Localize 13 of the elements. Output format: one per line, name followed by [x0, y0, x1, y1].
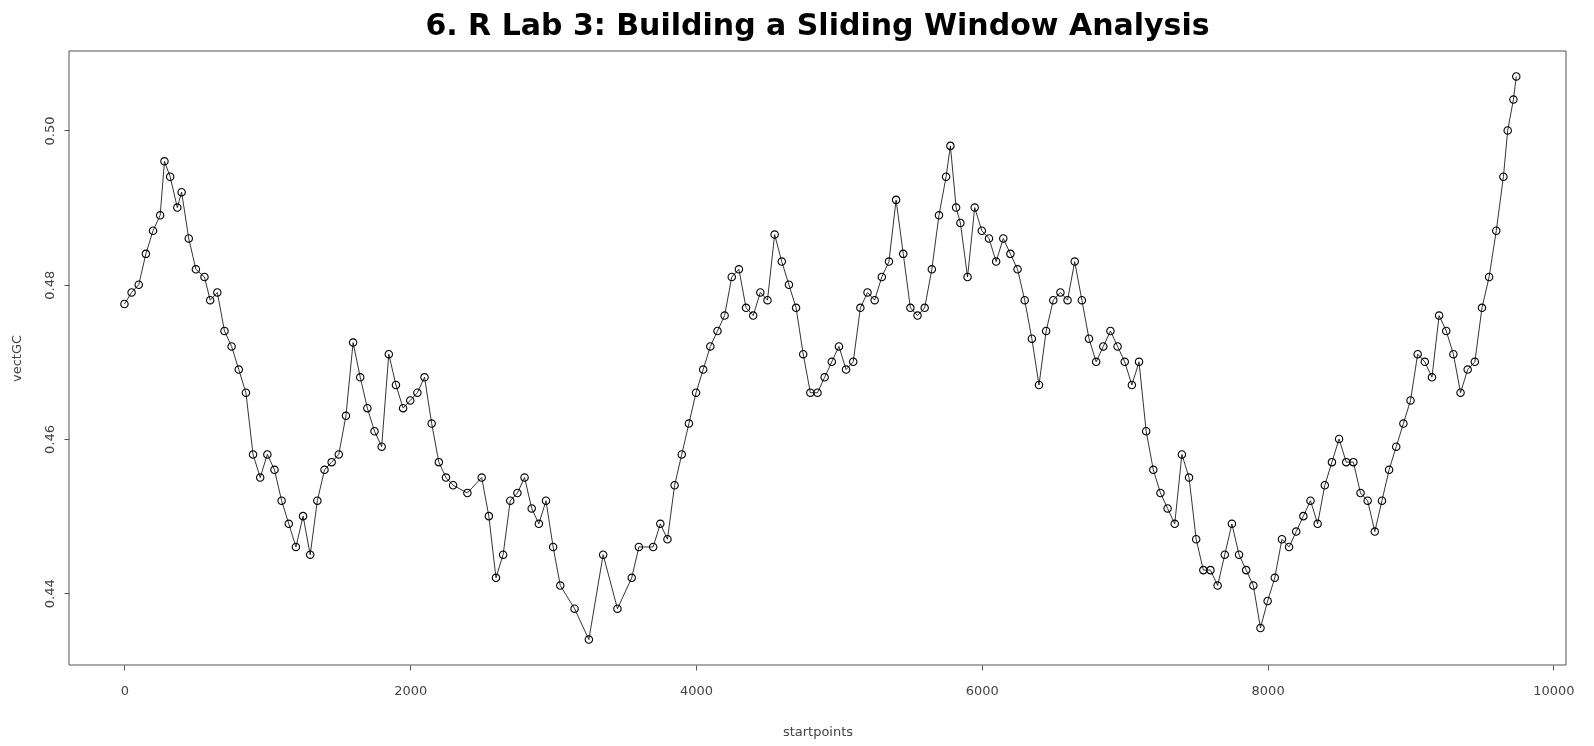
x-tick-label: 2000: [394, 682, 428, 698]
chart-title: 6. R Lab 3: Building a Sliding Window Analysis: [425, 6, 1210, 42]
x-tick-label: 8000: [1251, 682, 1285, 698]
x-tick-label: 0: [120, 682, 130, 698]
y-tick-label: 0.44: [41, 579, 57, 609]
y-tick-label: 0.50: [41, 116, 57, 146]
x-tick-label: 6000: [965, 682, 999, 698]
x-axis-title: startpoints: [782, 723, 854, 739]
y-tick-label: 0.48: [41, 270, 57, 300]
y-axis-title: vectGC: [8, 334, 24, 383]
x-tick-label: 10000: [1533, 682, 1575, 698]
y-tick-label: 0.46: [41, 425, 57, 454]
x-tick-label: 4000: [679, 682, 714, 698]
